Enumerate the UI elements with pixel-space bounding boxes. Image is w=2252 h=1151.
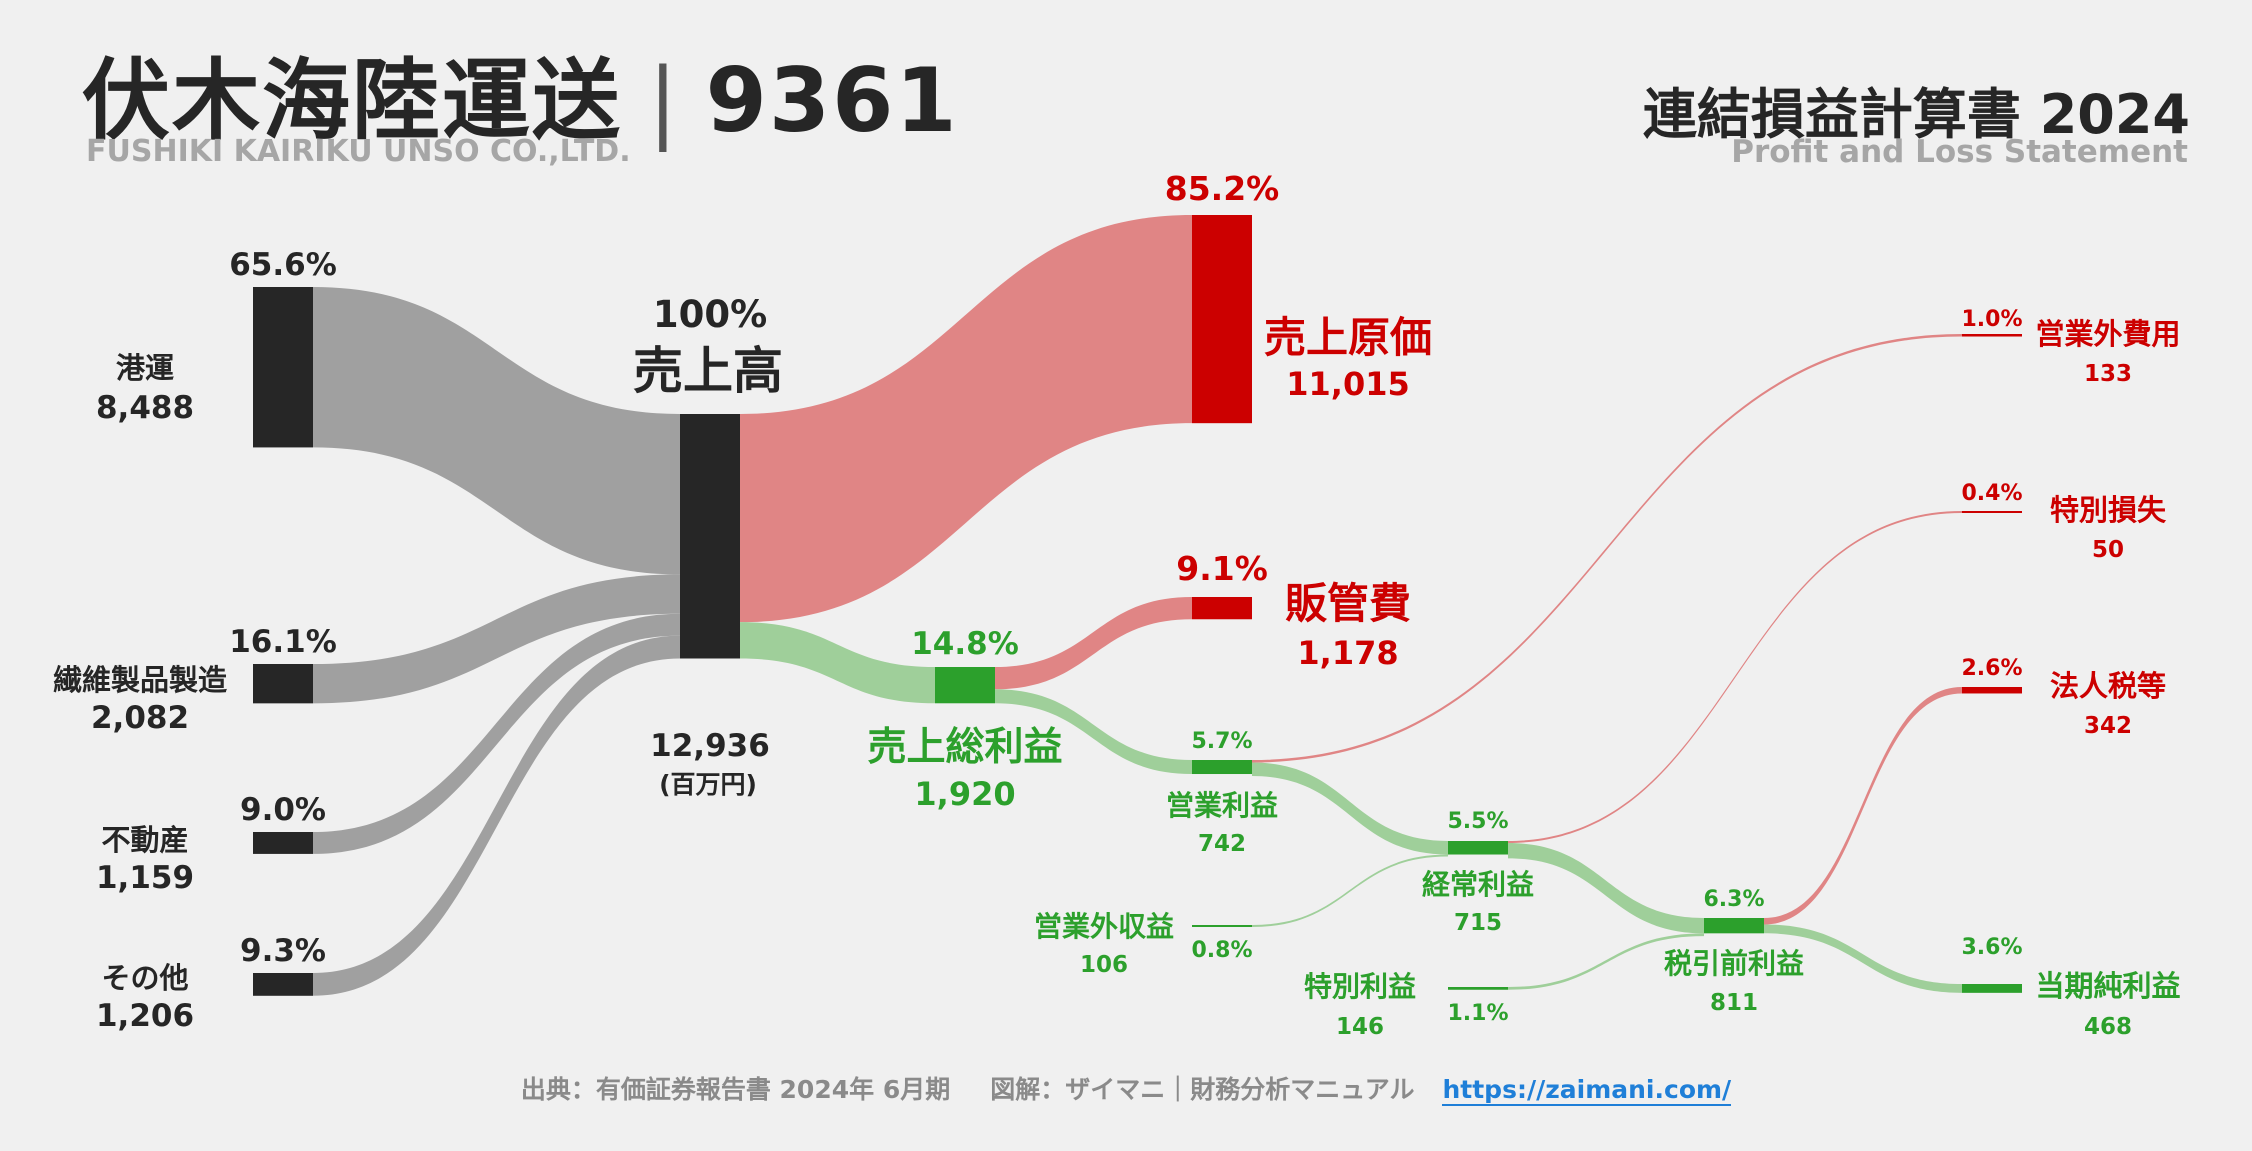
value-label-revenue: 12,936 [650,728,770,764]
statement-subtitle: Profit and Loss Statement [1731,134,2188,170]
node-bar-gross [935,667,995,704]
node-label-op: 営業利益 [1166,789,1278,822]
flow-textile-to-revenue [313,574,680,704]
pct-label-ext_loss: 0.4% [1961,481,2022,506]
value-label-nonop_inc: 106 [1080,952,1128,978]
node-bar-ext_loss [1962,511,2022,513]
pct-label-port: 65.6% [229,247,337,283]
flow-pretax-to-tax [1764,687,1962,925]
value-label-ext_gain: 146 [1336,1014,1384,1040]
pct-label-other: 9.3% [240,933,326,969]
node-label-net: 当期純利益 [2035,969,2180,1003]
pct-label-ordinary: 5.5% [1447,809,1508,834]
value-label-tax: 342 [2084,713,2132,739]
node-bar-tax [1962,687,2022,694]
source-link[interactable]: https://zaimani.com/ [1442,1075,1732,1106]
pct-label-gross: 14.8% [911,626,1019,662]
pct-label-pretax: 6.3% [1703,887,1764,912]
credit-note: 図解：ザイマニ｜財務分析マニュアル [990,1075,1415,1104]
pct-label-realestate: 9.0% [240,792,326,828]
node-bar-net [1962,984,2022,993]
node-label-port: 港運 [116,351,174,385]
value-label-pretax: 811 [1710,990,1758,1016]
node-bar-sga [1192,597,1252,620]
flow-ordinary-to-pretax [1508,843,1704,934]
node-bar-port [253,287,313,448]
pct-label-revenue: 100% [653,293,767,336]
node-label-tax: 法人税等 [2050,669,2166,703]
value-label-sga: 1,178 [1297,634,1398,672]
pct-label-cogs: 85.2% [1165,169,1280,208]
node-bar-nonop_inc [1192,925,1252,928]
node-label-ext_gain: 特別利益 [1304,970,1416,1003]
company-name-en: FUSHIKI KAIRIKU UNSO CO.,LTD. [86,134,631,169]
flow-ext_gain-to-pretax [1508,933,1704,990]
flow-op-to-nonop_exp [1252,334,1962,763]
node-bar-textile [253,664,313,704]
flow-revenue-to-cogs [740,215,1192,623]
flow-gross-to-op [995,689,1192,775]
flow-realestate-to-revenue [313,613,680,854]
pct-label-nonop_exp: 1.0% [1961,307,2022,332]
value-label-cogs: 11,015 [1286,365,1409,403]
flow-op-to-ordinary [1252,762,1448,855]
flow-gross-to-sga [995,597,1192,690]
node-label-realestate: 不動産 [101,823,188,857]
value-label-gross: 1,920 [914,775,1015,813]
flow-nonop_inc-to-ordinary [1252,854,1448,928]
node-label-ext_loss: 特別損失 [2050,493,2167,527]
pct-label-ext_gain: 1.1% [1447,1001,1508,1026]
ticker-code: 9361 [705,49,959,152]
node-label-other: その他 [101,961,188,995]
node-label-sga: 販管費 [1285,579,1411,628]
pct-label-textile: 16.1% [229,624,337,660]
pct-label-tax: 2.6% [1961,656,2022,681]
node-label-gross: 売上総利益 [867,725,1062,770]
value-label-port: 8,488 [96,390,194,426]
node-bar-ext_gain [1448,987,1508,990]
flow-pretax-to-net [1764,924,1962,993]
flow-revenue-to-gross [740,622,935,704]
node-bar-nonop_exp [1962,334,2022,337]
value-label-net: 468 [2084,1014,2132,1040]
company-name-jp: 伏木海陸運送 [82,49,623,152]
node-bar-op [1192,760,1252,775]
source-note: 出典：有価証券報告書 2024年 6月期 [520,1075,951,1104]
pct-label-net: 3.6% [1961,935,2022,960]
value-label-nonop_exp: 133 [2084,361,2132,387]
statement-title: 連結損益計算書 2024 [1642,83,2190,146]
value-label-op: 742 [1198,831,1246,857]
node-bar-cogs [1192,215,1252,424]
node-label-pretax: 税引前利益 [1664,947,1804,980]
pct-label-op: 5.7% [1191,729,1252,754]
page-title: 伏木海陸運送 | 9361 [82,30,959,157]
value-label-textile: 2,082 [91,700,189,736]
node-bar-realestate [253,832,313,854]
pct-label-nonop_inc: 0.8% [1191,938,1252,963]
value-label-realestate: 1,159 [96,860,194,896]
node-label-cogs: 売上原価 [1264,313,1432,362]
flow-port-to-revenue [313,287,680,575]
value-label-ext_loss: 50 [2092,537,2124,563]
node-label-revenue: 売上高 [633,342,783,400]
footer: 出典：有価証券報告書 2024年 6月期 図解：ザイマニ｜財務分析マニュアル htt… [0,1070,2252,1106]
node-bar-revenue [680,414,740,659]
node-label-nonop_inc: 営業外収益 [1034,910,1174,943]
title-separator: | [648,49,680,152]
pct-label-sga: 9.1% [1176,549,1268,588]
value-label-other: 1,206 [96,998,194,1034]
flow-other-to-revenue [313,635,680,996]
flow-ordinary-to-ext_loss [1508,511,1962,843]
unit-label: (百万円) [659,770,757,799]
node-label-ordinary: 経常利益 [1422,868,1534,901]
value-label-ordinary: 715 [1454,910,1502,936]
node-label-textile: 繊維製品製造 [53,663,227,697]
node-label-nonop_exp: 営業外費用 [2035,317,2180,351]
node-bar-other [253,973,313,996]
node-bar-pretax [1704,918,1764,934]
node-bar-ordinary [1448,841,1508,855]
